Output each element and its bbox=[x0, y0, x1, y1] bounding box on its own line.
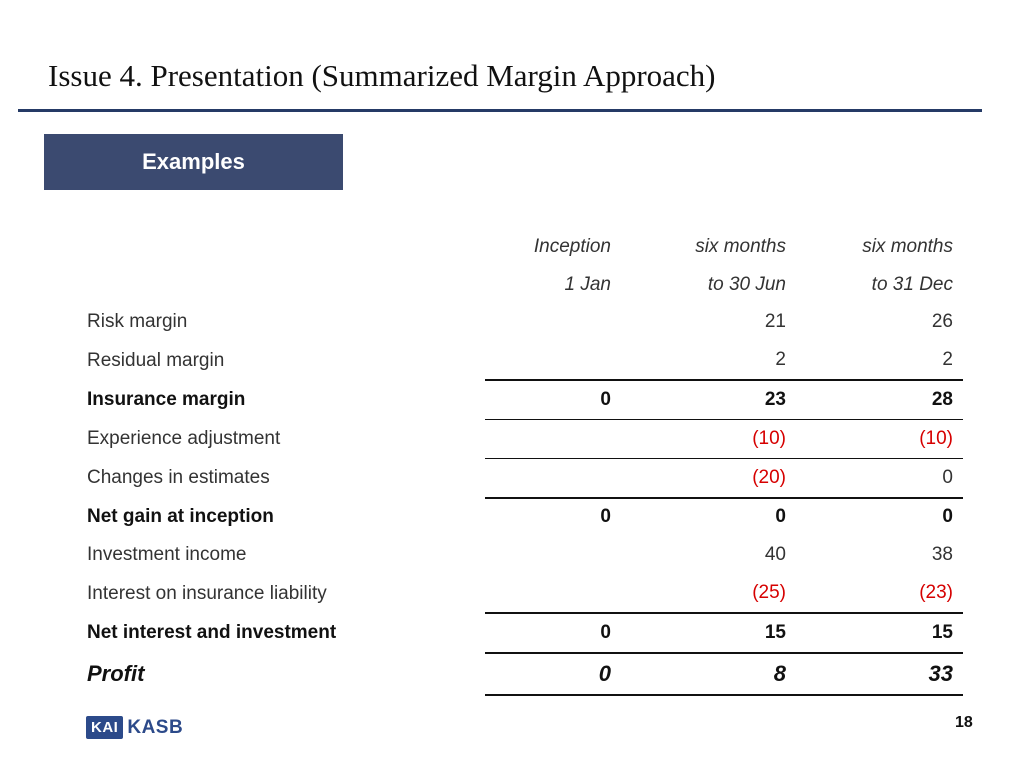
row-label: Net interest and investment bbox=[87, 621, 337, 643]
title-divider bbox=[18, 109, 982, 112]
cell-dec: (10) bbox=[786, 418, 963, 459]
cell-inception bbox=[485, 418, 611, 459]
row-label: Net gain at inception bbox=[87, 505, 274, 527]
cell-inception bbox=[485, 304, 611, 342]
row-label: Changes in estimates bbox=[87, 466, 270, 488]
cell-dec: 0 bbox=[786, 457, 963, 498]
cell-jun: 23 bbox=[611, 379, 786, 420]
row-label: Interest on insurance liability bbox=[87, 582, 327, 604]
slide-title: Issue 4. Presentation (Summarized Margin… bbox=[48, 58, 716, 93]
cell-inception bbox=[485, 457, 611, 498]
logo-kasb-text: KASB bbox=[127, 716, 184, 738]
cell-inception bbox=[485, 341, 611, 380]
table-row: Investment income 40 38 bbox=[80, 536, 963, 574]
kai-kasb-logo: KAI KASB bbox=[86, 716, 183, 739]
cell-dec: 28 bbox=[786, 379, 963, 420]
cell-jun: 21 bbox=[764, 311, 786, 333]
cell-inception: 0 bbox=[485, 379, 611, 420]
table-header-row: Inception six months six months bbox=[80, 228, 963, 266]
cell-jun: 2 bbox=[775, 349, 786, 371]
header-col-3-sub: to 31 Dec bbox=[871, 273, 953, 295]
row-label: Insurance margin bbox=[87, 388, 246, 410]
header-col-2: six months bbox=[695, 235, 786, 257]
table-row: Changes in estimates (20) 0 bbox=[80, 457, 963, 498]
logo-kai-mark: KAI bbox=[86, 716, 124, 739]
row-label: Experience adjustment bbox=[87, 427, 281, 449]
table-row: Experience adjustment (10) (10) bbox=[80, 418, 963, 459]
header-col-2-sub: to 30 Jun bbox=[707, 273, 786, 295]
cell-jun: 40 bbox=[764, 544, 786, 566]
row-label: Investment income bbox=[87, 544, 247, 566]
cell-dec: 0 bbox=[786, 496, 963, 537]
cell-dec: 15 bbox=[786, 611, 963, 653]
cell-dec: (23) bbox=[919, 582, 953, 604]
cell-inception: 0 bbox=[485, 651, 611, 696]
cell-jun: (10) bbox=[611, 418, 786, 459]
cell-jun: (20) bbox=[611, 457, 786, 498]
row-label: Residual margin bbox=[87, 349, 225, 371]
cell-jun: 15 bbox=[611, 611, 786, 653]
section-label-box: Examples bbox=[44, 134, 343, 190]
cell-dec: 26 bbox=[931, 311, 953, 333]
cell-inception bbox=[485, 536, 611, 574]
cell-jun: 0 bbox=[611, 496, 786, 537]
table-row-total: Profit 0 8 33 bbox=[80, 651, 963, 696]
section-label: Examples bbox=[142, 149, 245, 174]
table-row: Risk margin 21 26 bbox=[80, 304, 963, 342]
table-header-row: 1 Jan to 30 Jun to 31 Dec bbox=[80, 266, 963, 304]
cell-dec: 33 bbox=[786, 651, 963, 696]
page-number: 18 bbox=[955, 714, 973, 731]
cell-dec: 38 bbox=[931, 544, 953, 566]
header-col-3: six months bbox=[862, 235, 953, 257]
table-row-subtotal: Insurance margin 0 23 28 bbox=[80, 379, 963, 420]
table-row-subtotal: Net gain at inception 0 0 0 bbox=[80, 496, 963, 537]
table-row: Interest on insurance liability (25) (23… bbox=[80, 574, 963, 613]
header-col-1-sub: 1 Jan bbox=[564, 273, 611, 295]
row-label: Risk margin bbox=[87, 311, 188, 333]
table-row-subtotal: Net interest and investment 0 15 15 bbox=[80, 611, 963, 653]
header-col-1: Inception bbox=[533, 235, 611, 257]
cell-inception: 0 bbox=[485, 611, 611, 653]
row-label: Profit bbox=[87, 660, 145, 686]
cell-jun: (25) bbox=[752, 582, 786, 604]
cell-jun: 8 bbox=[611, 651, 786, 696]
cell-inception: 0 bbox=[485, 496, 611, 537]
margin-table: Inception six months six months 1 Jan to… bbox=[80, 228, 963, 696]
cell-inception bbox=[485, 574, 611, 613]
cell-dec: 2 bbox=[942, 349, 953, 371]
table-row: Residual margin 2 2 bbox=[80, 341, 963, 380]
